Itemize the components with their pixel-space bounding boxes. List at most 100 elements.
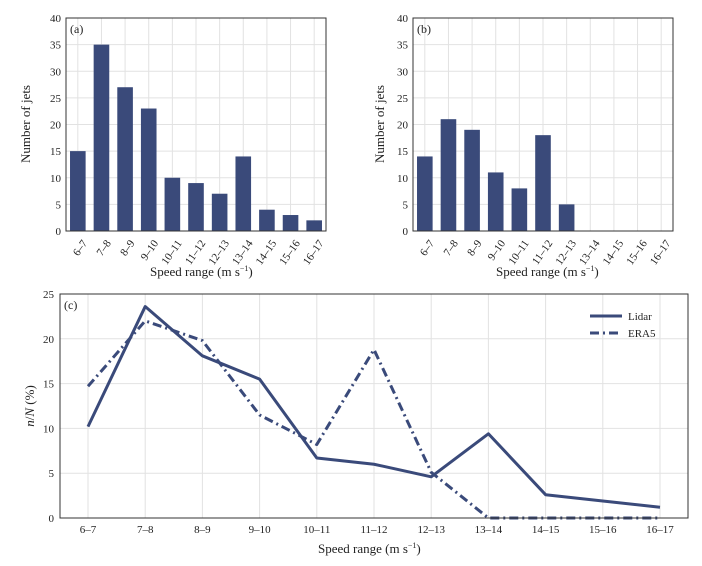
series-line-era5 xyxy=(86,319,660,520)
panel-a: 0 5 10 15 20 25 30 35 40 6–7 7–8 8–9 9–1010–1111–12… xyxy=(18,13,327,279)
panel-a-bar-16-17 xyxy=(306,220,322,231)
panel-a-ytick-label: 35 xyxy=(50,40,62,52)
panel-a-bar-9-10 xyxy=(140,108,157,231)
panel-a-xtick-label: 9–10 xyxy=(139,238,162,263)
panel-b: 0 5 10 15 20 25 30 35 40 6–7 7–8 8–9 9–1010–1111–12… xyxy=(372,13,674,279)
panel-a-bar-6-7 xyxy=(70,151,86,231)
panel-a-bar-8-9 xyxy=(117,87,133,231)
panel-b-ytick-label: 25 xyxy=(397,93,409,105)
panel-c-x-ticks: 6–7 7–8 8–9 9–10 10–11 11–12 12–13 13–14 14–15 15… xyxy=(80,524,675,536)
panel-c-ytick-label: 0 xyxy=(49,513,55,525)
legend-label-era5: ERA5 xyxy=(628,328,656,340)
panel-a-bar-7-8 xyxy=(93,44,110,231)
panel-b-ytick-label: 35 xyxy=(397,40,409,52)
panel-a-ytick-label: 15 xyxy=(50,146,62,158)
panel-c-xtick-label: 10–11 xyxy=(303,524,330,536)
panel-a-bar-14-15 xyxy=(259,209,275,231)
panel-a-y-ticks: 0 5 10 15 20 25 30 35 40 xyxy=(50,13,62,238)
panel-b-ytick-label: 0 xyxy=(403,226,409,238)
panel-b-ytick-label: 15 xyxy=(397,146,409,158)
panel-b-bar-7-8 xyxy=(440,119,457,231)
panel-a-xtick-label: 8–9 xyxy=(118,238,138,259)
panel-a-xtick-label: 7–8 xyxy=(95,238,115,259)
panel-b-y-ticks: 0 5 10 15 20 25 30 35 40 xyxy=(397,13,409,238)
panel-b-xtick-label: 12–13 xyxy=(553,238,579,268)
panel-b-bar-9-10 xyxy=(487,172,504,231)
panel-a-xtick-label: 10–11 xyxy=(159,238,184,267)
panel-a-bar-13-14 xyxy=(235,156,252,231)
panel-a-xtick-label: 11–12 xyxy=(183,238,208,267)
panel-a-bar-15-16 xyxy=(282,215,299,231)
panel-c-label: (c) xyxy=(64,298,77,312)
panel-b-ytick-label: 30 xyxy=(397,66,409,78)
panel-b-xtick-label: 14–15 xyxy=(601,238,627,268)
panel-b-bars xyxy=(417,119,575,231)
panel-b-x-ticks: 6–7 7–8 8–9 9–1010–1111–1212–1313–1414–1515… xyxy=(418,238,674,268)
panel-c-ytick-label: 20 xyxy=(43,334,55,346)
panel-b-label: (b) xyxy=(417,22,431,36)
panel-a-ytick-label: 30 xyxy=(50,66,62,78)
panel-b-xtick-label: 8–9 xyxy=(465,238,485,259)
panel-a-bars xyxy=(70,44,322,231)
panel-c-xtick-label: 14–15 xyxy=(532,524,560,536)
panel-a-ytick-label: 10 xyxy=(50,173,62,185)
panel-c-xtick-label: 11–12 xyxy=(360,524,387,536)
panel-a-x-ticks: 6–7 7–8 8–9 9–1010–1111–1212–1313–1414–1515… xyxy=(71,238,327,268)
legend-label-lidar: Lidar xyxy=(628,311,652,323)
panel-c-xlabel: Speed range (m s−1) xyxy=(318,541,421,556)
panel-a-xlabel: Speed range (m s−1) xyxy=(150,264,253,279)
panel-c-ytick-label: 5 xyxy=(49,468,55,480)
panel-c-ytick-label: 15 xyxy=(43,379,55,391)
panel-b-bar-11-12 xyxy=(535,135,551,231)
panel-a-ylabel: Number of jets xyxy=(18,85,33,163)
panel-b-ytick-label: 20 xyxy=(397,120,409,132)
panel-a-bar-11-12 xyxy=(188,183,204,231)
panel-a-xtick-label: 13–14 xyxy=(230,238,256,268)
panel-a-ytick-label: 0 xyxy=(56,226,62,238)
panel-c-ytick-label: 10 xyxy=(43,423,55,435)
panel-a-bar-12-13 xyxy=(211,193,228,231)
panel-b-xlabel: Speed range (m s−1) xyxy=(496,264,599,279)
panel-b-ytick-label: 5 xyxy=(403,199,409,211)
panel-a-ytick-label: 40 xyxy=(50,13,62,25)
panel-b-bar-12-13 xyxy=(558,204,575,231)
panel-b-ytick-label: 10 xyxy=(397,173,409,185)
panel-b-bar-8-9 xyxy=(464,129,480,231)
panel-b-ylabel: Number of jets xyxy=(372,85,387,163)
panel-c-xtick-label: 12–13 xyxy=(417,524,445,536)
panel-c-xtick-label: 6–7 xyxy=(80,524,97,536)
panel-a-frame xyxy=(65,17,327,232)
panel-c-ytick-label: 25 xyxy=(43,289,55,301)
panel-b-xtick-label: 7–8 xyxy=(442,238,462,259)
panel-b-xtick-label: 16–17 xyxy=(648,238,674,268)
panel-a-xtick-label: 14–15 xyxy=(254,238,280,268)
panel-c: 0 5 10 15 20 25 6–7 7–8 8–9 9–10 10–11 11–12 12–13 1… xyxy=(22,289,689,556)
panel-b-xtick-label: 11–12 xyxy=(530,238,555,267)
panel-c-xtick-label: 9–10 xyxy=(249,524,272,536)
panel-c-y-ticks: 0 5 10 15 20 25 xyxy=(43,289,55,525)
panel-c-xtick-label: 13–14 xyxy=(475,524,503,536)
panel-a-xtick-label: 12–13 xyxy=(206,238,232,268)
panel-b-xtick-label: 15–16 xyxy=(624,238,650,268)
panel-a-xtick-label: 6–7 xyxy=(71,238,91,259)
panel-a-xtick-label: 15–16 xyxy=(277,238,303,268)
panel-b-frame xyxy=(412,17,674,232)
panel-b-xtick-label: 9–10 xyxy=(486,238,509,263)
panel-b-bar-10-11 xyxy=(511,188,528,231)
panel-a-ytick-label: 25 xyxy=(50,93,62,105)
panel-c-ylabel: n/N (%) xyxy=(22,385,37,427)
panel-b-xtick-label: 6–7 xyxy=(418,238,438,259)
panel-b-ytick-label: 40 xyxy=(397,13,409,25)
panel-c-xtick-label: 15–16 xyxy=(589,524,617,536)
panel-c-xtick-label: 7–8 xyxy=(137,524,154,536)
panel-a-xtick-label: 16–17 xyxy=(301,238,327,268)
panel-c-frame xyxy=(59,293,689,519)
panel-b-xtick-label: 10–11 xyxy=(506,238,531,267)
panel-a-ytick-label: 20 xyxy=(50,120,62,132)
panel-c-legend: Lidar ERA5 xyxy=(590,311,656,340)
panel-a-label: (a) xyxy=(70,22,83,36)
panel-c-xtick-label: 16–17 xyxy=(646,524,674,536)
panel-a-bar-10-11 xyxy=(164,177,181,231)
panel-c-gridlines xyxy=(60,293,688,519)
